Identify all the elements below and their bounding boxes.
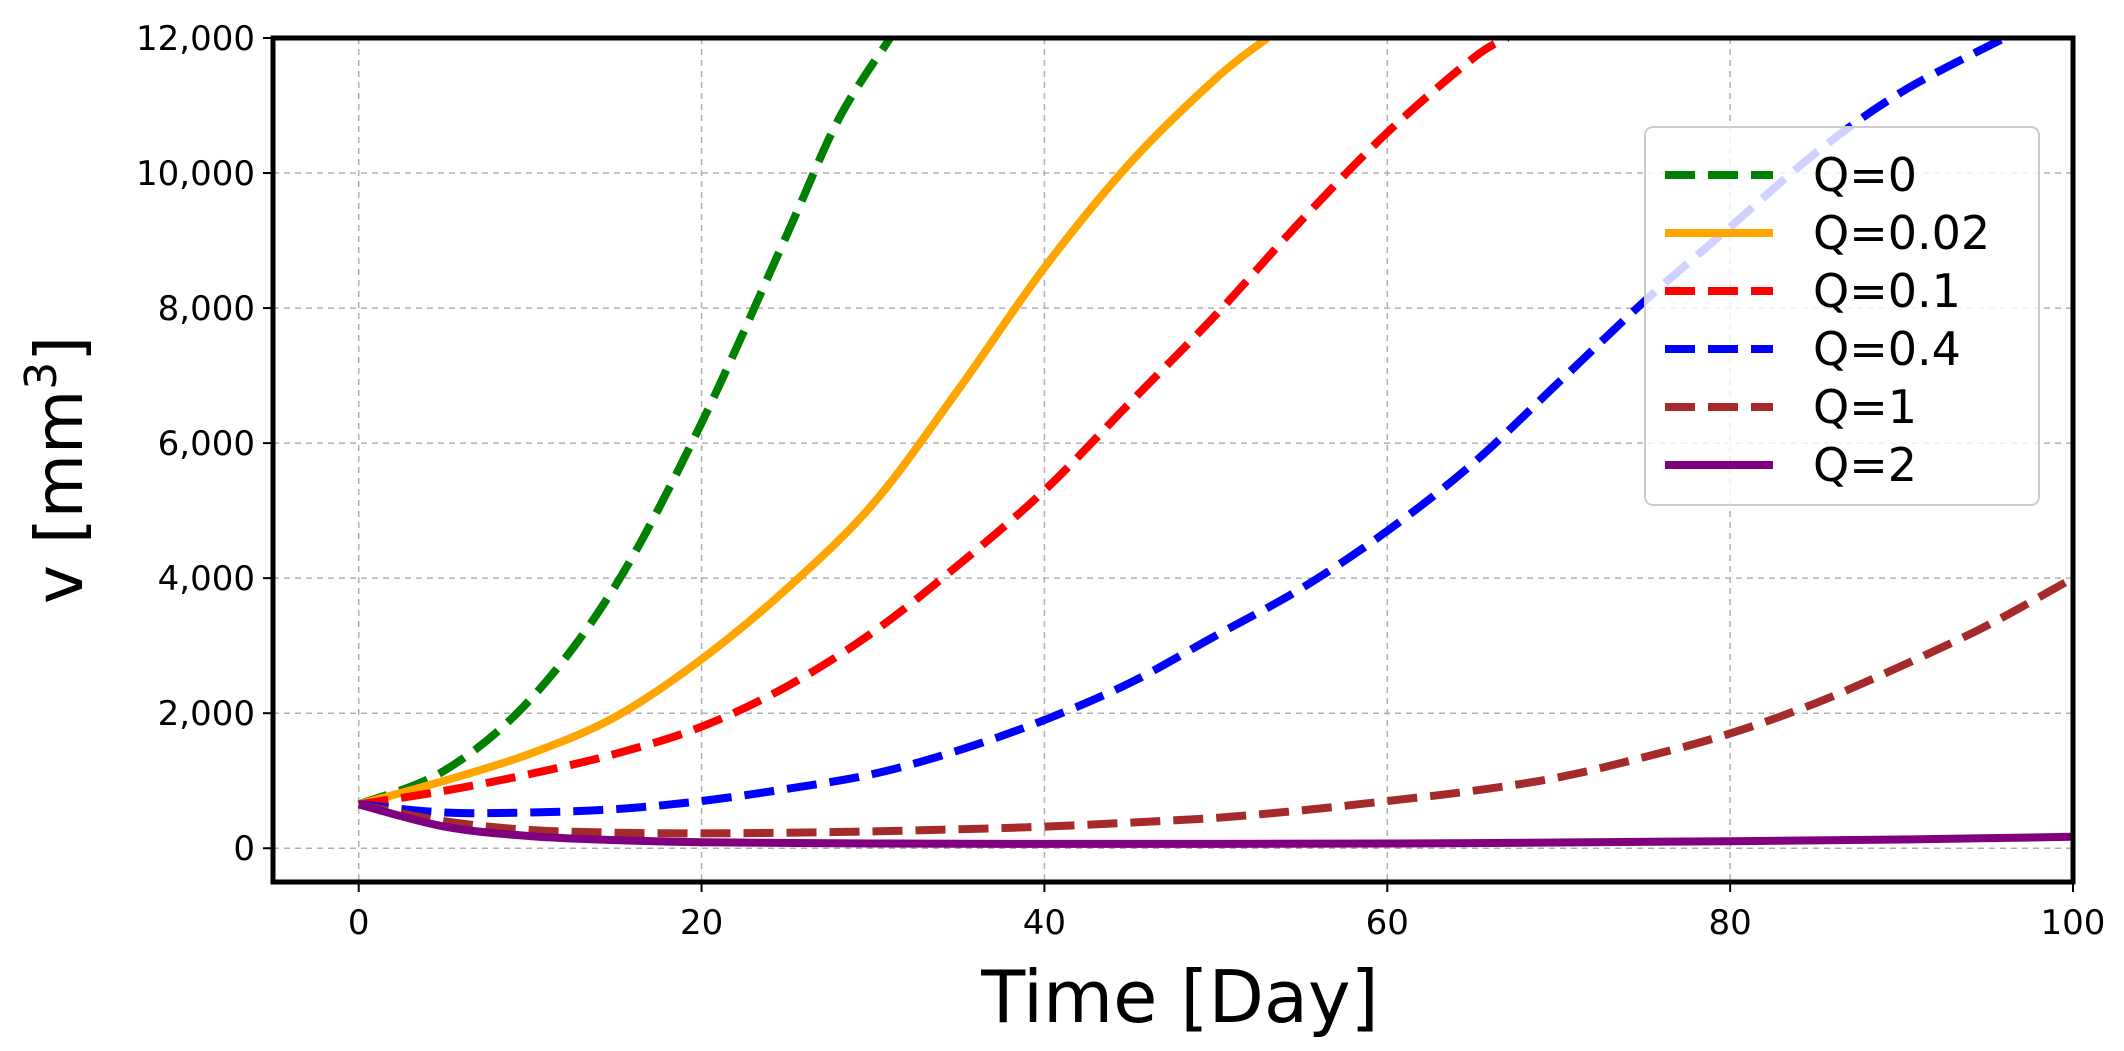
y-tick-label: 0 <box>233 829 255 869</box>
x-tick-label: 60 <box>1366 903 1409 943</box>
legend: Q=0Q=0.02Q=0.1Q=0.4Q=1Q=2 <box>1644 126 2040 506</box>
x-tick-label: 100 <box>2041 903 2106 943</box>
series-line-1 <box>357 38 1270 809</box>
series-lines <box>357 38 2073 848</box>
series-line-4 <box>357 574 2073 838</box>
y-axis-label: v [mm3] <box>16 336 98 604</box>
legend-label: Q=0.4 <box>1813 322 1961 376</box>
series-line-3 <box>358 38 2007 818</box>
series-line-2 <box>358 38 1510 809</box>
plot-frame <box>270 35 2076 885</box>
y-tick-label: 2,000 <box>158 694 255 734</box>
y-tick-label: 4,000 <box>158 559 255 599</box>
legend-label: Q=0 <box>1813 148 1917 202</box>
x-tick-label: 20 <box>680 903 723 943</box>
axis-ticks: 0 20 40 60 80 100 0 2,000 4,000 6,000 8,000 10,000 1… <box>136 19 2105 943</box>
x-tick-label: 0 <box>348 903 370 943</box>
legend-box <box>1644 126 2040 506</box>
x-tick-label: 40 <box>1023 903 1066 943</box>
x-axis-label: Time [Day] <box>980 955 1378 1039</box>
y-tick-label: 10,000 <box>136 154 255 194</box>
legend-label: Q=1 <box>1813 380 1917 434</box>
series-line-5 <box>357 800 2073 848</box>
y-tick-label: 6,000 <box>158 424 255 464</box>
y-tick-label: 8,000 <box>158 289 255 329</box>
legend-label: Q=0.02 <box>1813 206 1990 260</box>
x-tick-label: 80 <box>1709 903 1752 943</box>
series-line-0 <box>357 38 894 809</box>
legend-label: Q=0.1 <box>1813 264 1961 318</box>
legend-label: Q=2 <box>1813 438 1917 492</box>
y-tick-label: 12,000 <box>136 19 255 59</box>
